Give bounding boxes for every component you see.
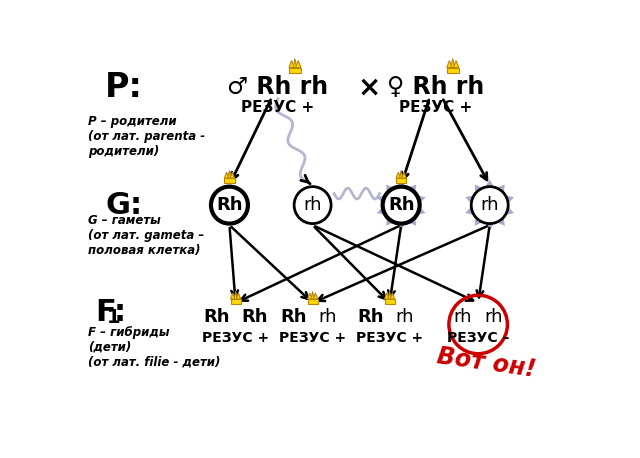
Text: 1: 1 <box>107 308 120 327</box>
Polygon shape <box>293 59 297 68</box>
Text: Rh: Rh <box>357 308 383 326</box>
Circle shape <box>211 186 248 224</box>
Circle shape <box>471 186 508 224</box>
Text: РЕЗУС +: РЕЗУС + <box>356 331 423 345</box>
FancyBboxPatch shape <box>289 68 301 73</box>
Text: РЕЗУС +: РЕЗУС + <box>399 100 472 115</box>
Text: Rh: Rh <box>242 308 268 326</box>
Polygon shape <box>390 293 395 299</box>
Text: Rh: Rh <box>388 196 415 214</box>
FancyBboxPatch shape <box>307 299 317 304</box>
Text: F: F <box>95 299 116 327</box>
Text: G – гаметы
(от лат. gameta –
половая клетка): G – гаметы (от лат. gameta – половая кле… <box>88 214 204 257</box>
Polygon shape <box>385 293 389 299</box>
Circle shape <box>294 186 331 224</box>
Text: F – гибриды
(дети)
(от лат. filie - дети): F – гибриды (дети) (от лат. filie - дети… <box>88 326 220 369</box>
Text: Rh: Rh <box>203 308 230 326</box>
Polygon shape <box>396 172 401 178</box>
Polygon shape <box>296 60 301 68</box>
Polygon shape <box>388 291 391 299</box>
Text: P – родители
(от лат. parenta -
родители): P – родители (от лат. parenta - родители… <box>88 115 205 158</box>
Polygon shape <box>451 59 454 68</box>
Polygon shape <box>402 172 406 178</box>
Text: rh: rh <box>481 196 499 214</box>
Polygon shape <box>234 291 237 299</box>
Text: Rh: Rh <box>216 196 243 214</box>
Polygon shape <box>228 170 231 178</box>
Polygon shape <box>225 172 229 178</box>
Text: rh: rh <box>396 308 414 326</box>
Text: РЕЗУС +: РЕЗУС + <box>202 331 269 345</box>
Text: Вот он!: Вот он! <box>435 344 537 382</box>
Text: G:: G: <box>106 191 143 219</box>
Text: ♂ Rh rh: ♂ Rh rh <box>227 75 328 99</box>
Polygon shape <box>399 170 403 178</box>
Text: rh: rh <box>484 308 503 326</box>
Text: Rh: Rh <box>280 308 307 326</box>
FancyBboxPatch shape <box>447 68 459 73</box>
Text: P:: P: <box>105 71 143 104</box>
Text: ♀ Rh rh: ♀ Rh rh <box>387 75 484 99</box>
Polygon shape <box>307 293 312 299</box>
Text: РЕЗУС –: РЕЗУС – <box>447 331 509 345</box>
Circle shape <box>383 186 420 224</box>
Text: rh: rh <box>319 308 337 326</box>
Polygon shape <box>236 293 241 299</box>
Text: РЕЗУС +: РЕЗУС + <box>279 331 346 345</box>
FancyBboxPatch shape <box>225 178 234 183</box>
Polygon shape <box>230 172 234 178</box>
Polygon shape <box>311 291 314 299</box>
Text: РЕЗУС +: РЕЗУС + <box>241 100 315 115</box>
Polygon shape <box>453 60 459 68</box>
Text: rh: rh <box>303 196 322 214</box>
Polygon shape <box>289 60 294 68</box>
Polygon shape <box>447 60 452 68</box>
FancyBboxPatch shape <box>396 178 406 183</box>
Text: :: : <box>114 299 126 327</box>
FancyBboxPatch shape <box>230 299 241 304</box>
Text: ×: × <box>357 73 380 101</box>
Polygon shape <box>313 293 317 299</box>
FancyBboxPatch shape <box>385 299 395 304</box>
Polygon shape <box>230 293 235 299</box>
Text: rh: rh <box>454 308 472 326</box>
